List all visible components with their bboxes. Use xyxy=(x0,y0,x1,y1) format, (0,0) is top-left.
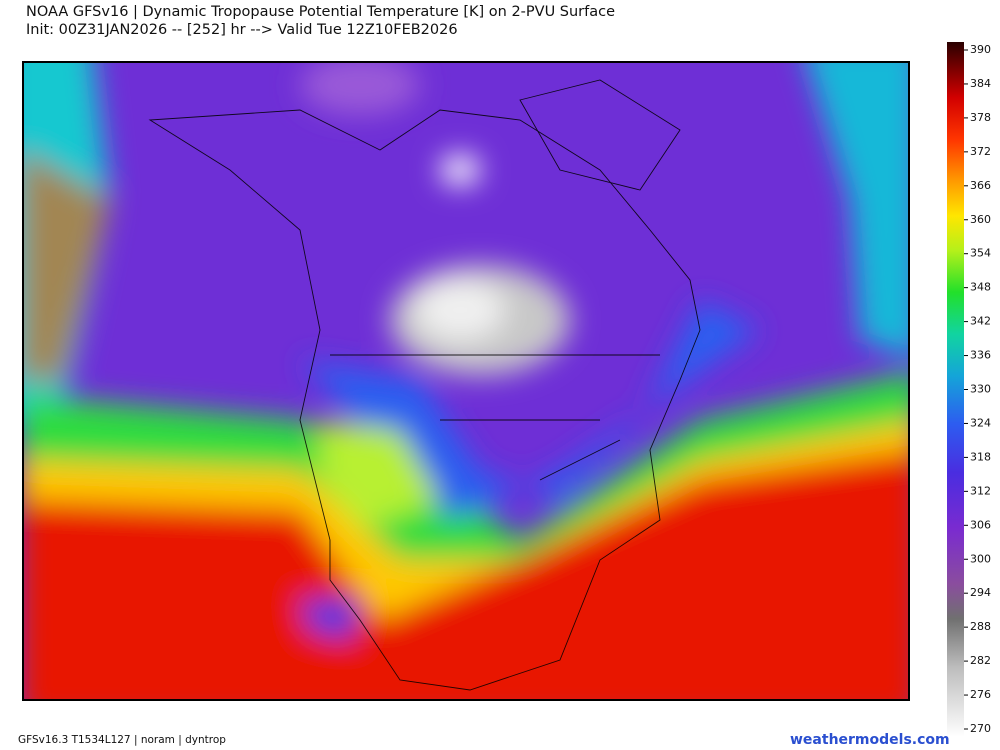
colorbar xyxy=(947,42,964,737)
colorbar-label: 360 xyxy=(970,213,991,226)
colorbar-label: 348 xyxy=(970,281,991,294)
colorbar-label: 300 xyxy=(970,552,991,565)
footer-link[interactable]: weathermodels.com xyxy=(790,732,950,748)
colorbar-label: 330 xyxy=(970,383,991,396)
colorbar-label: 372 xyxy=(970,145,991,158)
colorbar-label: 318 xyxy=(970,450,991,463)
colorbar-label: 282 xyxy=(970,654,991,667)
colorbar-label: 294 xyxy=(970,586,991,599)
colorbar-label: 336 xyxy=(970,349,991,362)
colorbar-label: 378 xyxy=(970,111,991,124)
colorbar-label: 312 xyxy=(970,484,991,497)
colorbar-label: 384 xyxy=(970,77,991,90)
colorbar-label: 342 xyxy=(970,315,991,328)
subtitle: Init: 00Z31JAN2026 -- [252] hr --> Valid… xyxy=(26,22,458,38)
colorbar-label: 354 xyxy=(970,247,991,260)
title: NOAA GFSv16 | Dynamic Tropopause Potenti… xyxy=(26,4,616,20)
colorbar-label: 324 xyxy=(970,416,991,429)
colorbar-label: 366 xyxy=(970,179,991,192)
colorbar-label: 276 xyxy=(970,688,991,701)
colorbar-label: 390 xyxy=(970,43,991,56)
colorbar-label: 306 xyxy=(970,518,991,531)
colorbar-label: 270 xyxy=(970,722,991,735)
map-frame xyxy=(22,61,910,701)
field xyxy=(23,62,909,700)
footer-left: GFSv16.3 T1534L127 | noram | dyntrop xyxy=(18,734,226,746)
colorbar-label: 288 xyxy=(970,620,991,633)
colorbar-ticks: 270 276 282 288 294 300 306 312 318 324 330 336 342 3… xyxy=(964,43,991,735)
